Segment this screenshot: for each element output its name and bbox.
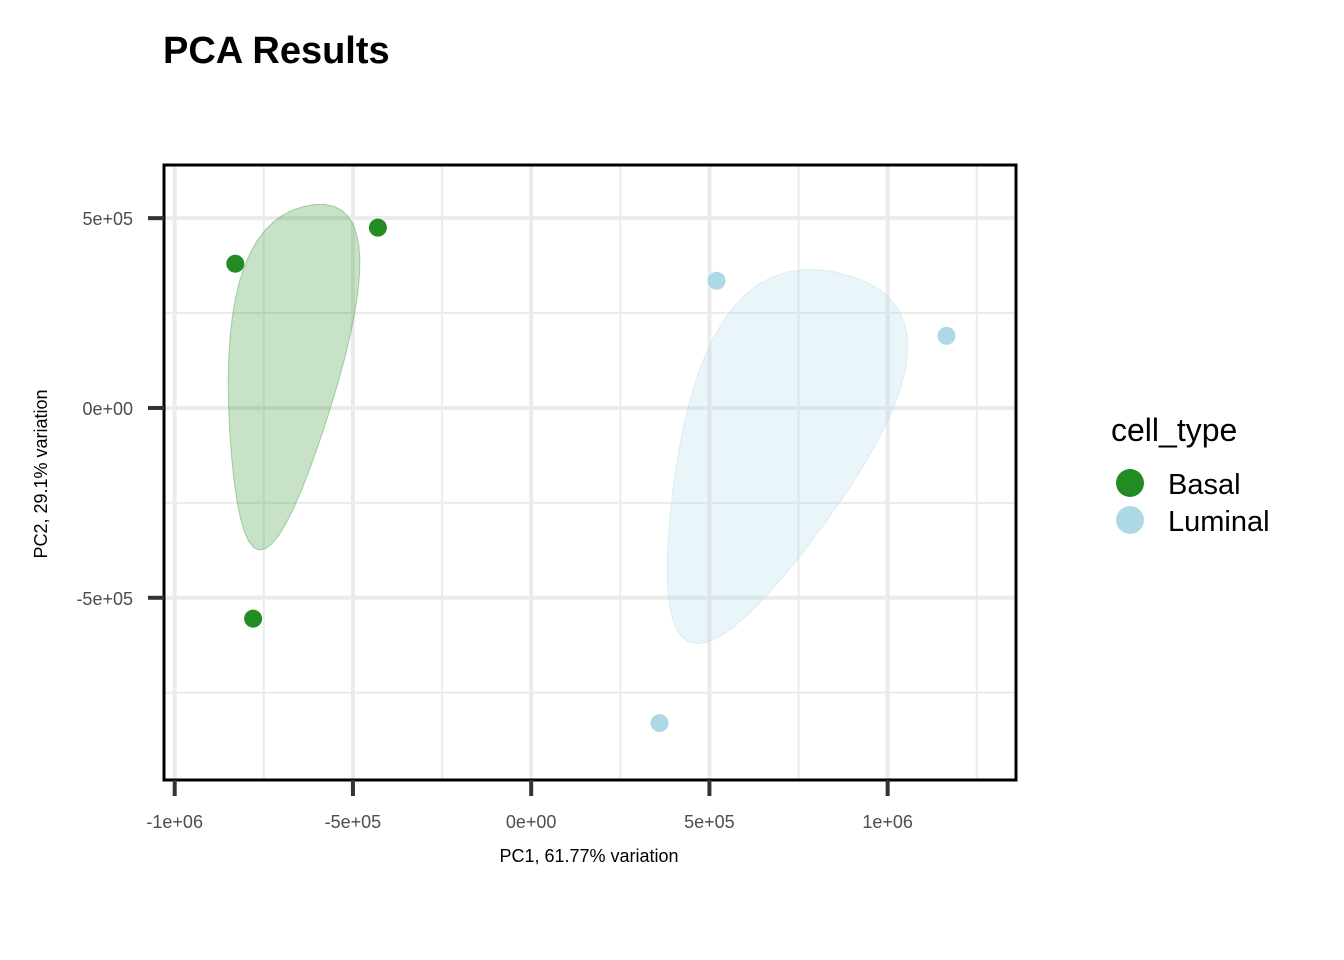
x-axis-ticks: -1e+06 -5e+05 0e+00 5e+05 1e+06: [146, 780, 913, 832]
legend-key-basal: [1116, 469, 1144, 497]
legend: cell_type Basal Luminal: [1111, 412, 1270, 538]
plot-panel-border: [162, 163, 1018, 782]
x-axis-label: PC1, 61.77% variation: [499, 846, 678, 866]
legend-key-luminal: [1116, 506, 1144, 534]
basal-hull: [227, 203, 361, 551]
grid-lines: [164, 165, 1016, 780]
group-hulls: [227, 203, 909, 645]
x-tick-label: 1e+06: [862, 812, 913, 832]
basal-point: [244, 609, 263, 628]
x-tick-label: 5e+05: [684, 812, 735, 832]
legend-label-basal: Basal: [1168, 469, 1241, 501]
y-axis-ticks: 5e+05 0e+00 -5e+05: [76, 209, 164, 609]
chart-title: PCA Results: [163, 30, 390, 72]
x-tick-label: -1e+06: [146, 812, 203, 832]
luminal-point: [650, 714, 669, 733]
legend-title: cell_type: [1111, 412, 1237, 448]
y-tick-label: 0e+00: [82, 399, 133, 419]
basal-point: [368, 218, 387, 237]
x-tick-label: -5e+05: [325, 812, 382, 832]
luminal-point: [707, 271, 726, 290]
legend-items: Basal Luminal: [1116, 469, 1270, 538]
y-axis-label: PC2, 29.1% variation: [31, 389, 51, 558]
legend-label-luminal: Luminal: [1168, 506, 1270, 538]
x-tick-label: 0e+00: [506, 812, 557, 832]
data-points: [226, 218, 956, 733]
basal-point: [226, 254, 245, 273]
y-tick-label: -5e+05: [76, 589, 133, 609]
luminal-hull: [666, 269, 909, 645]
luminal-point: [937, 326, 956, 345]
y-tick-label: 5e+05: [82, 209, 133, 229]
